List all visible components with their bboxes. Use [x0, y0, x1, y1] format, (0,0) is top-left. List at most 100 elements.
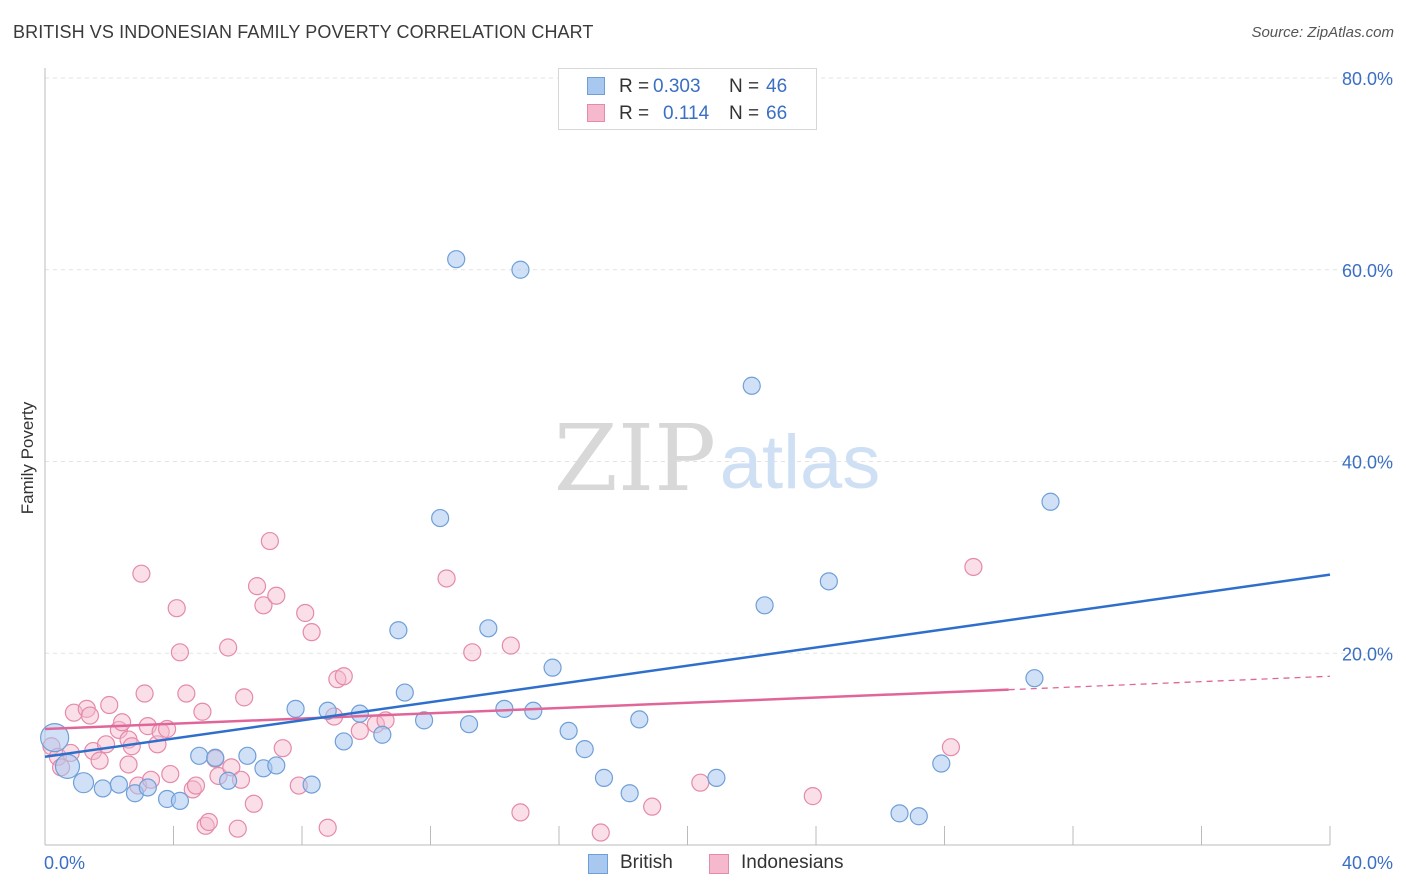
source-credit: Source: ZipAtlas.com — [1251, 24, 1394, 41]
indonesians-point — [186, 776, 206, 795]
british-point — [742, 376, 761, 395]
watermark-zip: ZIP — [554, 405, 716, 512]
british-swatch — [587, 77, 605, 95]
british-n-value: 46 — [766, 76, 788, 97]
british-point — [524, 701, 543, 720]
tick-labels: 20.0% 40.0% 60.0% 80.0% 0.0% 40.0% — [44, 69, 1393, 873]
british-point — [373, 725, 392, 744]
indonesians-point — [219, 638, 238, 657]
x-tick-label: 0.0% — [44, 853, 85, 873]
british-trend-line — [44, 573, 1331, 759]
indonesians-trend-extension — [1008, 675, 1331, 691]
british-point — [414, 711, 434, 730]
british-point — [395, 683, 414, 702]
indonesians-point — [112, 713, 132, 732]
indonesians-point — [132, 564, 151, 583]
indonesians-n-value: 66 — [766, 103, 788, 124]
indonesians-point — [177, 684, 196, 703]
british-r-label: R = — [619, 76, 650, 97]
british-point — [447, 250, 466, 269]
british-legend-label: British — [620, 852, 673, 873]
british-point — [93, 779, 112, 798]
indonesians-r-value: 0.114 — [663, 103, 710, 124]
indonesians-point — [119, 755, 138, 774]
correlation-legend: R = 0.303 N = 46 R = 0.114 N = 66 — [558, 68, 817, 130]
british-point — [575, 740, 594, 759]
indonesians-point — [591, 823, 610, 842]
indonesians-point — [135, 684, 154, 703]
indonesians-point — [260, 531, 279, 551]
chart-title: BRITISH VS INDONESIAN FAMILY POVERTY COR… — [13, 22, 594, 42]
axes — [44, 68, 1331, 846]
indonesians-trend-line — [44, 688, 1009, 731]
british-point — [431, 508, 450, 528]
gridlines — [45, 77, 1395, 654]
british-point — [170, 791, 190, 810]
british-point — [190, 746, 209, 765]
indonesians-point — [161, 764, 180, 784]
indonesians-n-label: N = — [729, 103, 760, 124]
indonesians-point — [199, 812, 218, 832]
british-point — [206, 748, 225, 767]
british-points — [40, 250, 1060, 826]
british-point — [302, 775, 321, 794]
y-tick-label: 40.0% — [1342, 453, 1393, 473]
indonesians-legend-label: Indonesians — [741, 852, 844, 873]
indonesians-point — [80, 706, 100, 725]
british-r-value: 0.303 — [653, 76, 701, 97]
indonesians-point — [501, 636, 520, 655]
indonesians-r-label: R = — [619, 103, 650, 124]
british-point — [72, 772, 95, 794]
british-point — [238, 746, 257, 765]
indonesians-point — [803, 787, 822, 806]
british-point — [630, 710, 649, 729]
watermark-atlas: atlas — [720, 420, 881, 505]
british-point — [219, 771, 238, 790]
british-point — [459, 715, 479, 734]
indonesians-point — [643, 797, 662, 816]
british-point — [543, 658, 562, 677]
british-n-label: N = — [729, 76, 760, 97]
y-tick-label: 60.0% — [1342, 261, 1393, 281]
indonesians-point — [350, 721, 369, 741]
indonesians-point — [463, 643, 482, 662]
indonesians-point — [511, 803, 530, 822]
british-point — [819, 572, 838, 591]
british-point — [389, 621, 408, 640]
british-point — [620, 784, 639, 803]
indonesians-point — [302, 623, 321, 642]
british-point — [109, 775, 128, 794]
indonesians-point — [90, 751, 109, 770]
indonesians-point — [964, 557, 983, 577]
indonesians-point — [691, 773, 710, 792]
indonesians-legend-swatch — [709, 854, 729, 874]
trend-lines — [44, 573, 1331, 759]
y-tick-label: 80.0% — [1342, 69, 1393, 89]
british-point — [594, 768, 614, 787]
indonesians-point — [235, 688, 254, 707]
british-point — [138, 778, 157, 797]
watermark: ZIP atlas — [554, 405, 880, 512]
british-point — [40, 723, 70, 753]
indonesians-point — [100, 695, 119, 715]
british-point — [267, 756, 286, 775]
indonesians-point — [96, 735, 116, 754]
british-point — [479, 619, 498, 638]
british-point — [909, 807, 928, 826]
indonesians-point — [244, 794, 263, 813]
indonesians-point — [254, 596, 273, 615]
british-point — [559, 721, 578, 741]
british-point — [1025, 669, 1044, 688]
indonesians-point — [193, 702, 212, 721]
indonesians-point — [167, 599, 186, 618]
indonesians-point — [267, 586, 286, 605]
british-point — [755, 596, 774, 615]
indonesians-point — [228, 819, 247, 838]
indonesians-swatch — [587, 104, 605, 122]
british-point — [1041, 492, 1060, 511]
british-point — [54, 753, 81, 779]
indonesians-point — [273, 739, 292, 758]
indonesians-point — [941, 738, 961, 757]
indonesians-point — [334, 667, 353, 686]
